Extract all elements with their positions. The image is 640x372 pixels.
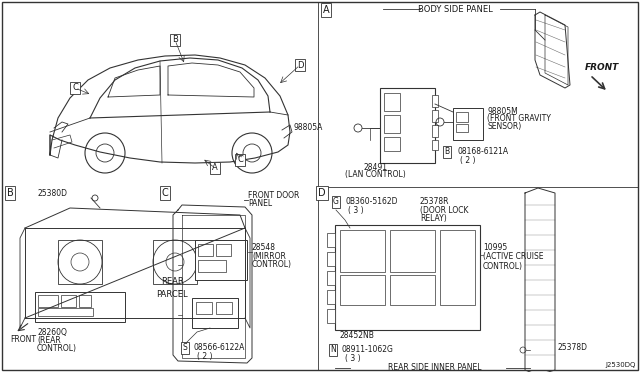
Text: ( 3 ): ( 3 ) [345,355,360,363]
Bar [384,115,400,133]
Text: B: B [6,188,13,198]
Text: C: C [72,83,78,93]
Text: (ACTIVE CRUISE: (ACTIVE CRUISE [483,253,543,262]
Bar [440,230,475,305]
Text: CONTROL): CONTROL) [252,260,292,269]
Text: 28260Q: 28260Q [37,328,67,337]
Text: (REAR: (REAR [37,337,61,346]
Bar [35,292,125,322]
Bar [61,295,76,307]
Text: 08168-6121A: 08168-6121A [457,148,508,157]
Bar [432,110,438,122]
Bar [340,275,385,305]
Bar [456,124,468,132]
Text: 28491: 28491 [363,163,387,171]
Bar [453,108,483,140]
Text: 10995: 10995 [483,244,508,253]
Text: B: B [444,148,449,157]
Text: D: D [318,188,326,198]
Text: RELAY): RELAY) [420,214,447,222]
Text: (LAN CONTROL): (LAN CONTROL) [344,170,405,180]
Text: PANEL: PANEL [248,199,272,208]
Text: G: G [333,198,339,206]
Bar [38,295,58,307]
Text: FRONT: FRONT [10,336,36,344]
Text: C: C [162,188,168,198]
Bar [58,240,102,284]
Text: 25378R: 25378R [420,198,449,206]
Bar [195,240,247,280]
Text: (DOOR LOCK: (DOOR LOCK [420,205,468,215]
Bar [432,140,438,150]
Text: CONTROL): CONTROL) [483,262,523,270]
Text: N: N [330,346,336,355]
Text: B: B [172,35,178,45]
Text: SENSOR): SENSOR) [487,122,521,131]
Text: 98805A: 98805A [294,124,323,132]
Bar [335,225,480,330]
Text: 28548: 28548 [252,244,276,253]
Bar [432,125,438,137]
Text: REAR
PARCEL: REAR PARCEL [156,277,188,299]
Text: J2530DQ: J2530DQ [605,362,636,368]
Text: 25380D: 25380D [38,189,68,199]
Text: 28452NB: 28452NB [340,331,375,340]
Bar [327,252,335,266]
Bar [38,308,93,316]
Bar [380,88,435,163]
Bar [327,309,335,323]
Bar [384,93,400,111]
Text: 08911-1062G: 08911-1062G [342,346,394,355]
Bar [198,260,226,272]
Text: S: S [182,343,188,353]
Bar [390,230,435,272]
Text: FRONT: FRONT [585,64,620,73]
Bar [216,244,231,256]
Text: BODY SIDE PANEL: BODY SIDE PANEL [418,4,492,13]
Text: 0B360-5162D: 0B360-5162D [345,198,397,206]
Text: ( 2 ): ( 2 ) [197,353,212,362]
Text: 25378D: 25378D [558,343,588,353]
Text: D: D [297,61,303,70]
Text: A: A [212,164,218,173]
Bar [327,233,335,247]
Bar [153,240,197,284]
Text: A: A [323,5,330,15]
Bar [192,298,238,328]
Bar [196,302,212,314]
Bar [198,244,213,256]
Text: ( 2 ): ( 2 ) [460,157,476,166]
Text: CONTROL): CONTROL) [37,344,77,353]
Bar [456,112,468,122]
Text: 98805M: 98805M [487,106,518,115]
Text: REAR SIDE INNER PANEL: REAR SIDE INNER PANEL [388,363,481,372]
Text: C: C [237,155,243,164]
Bar [79,295,91,307]
Bar [390,275,435,305]
Bar [327,271,335,285]
Text: FRONT DOOR: FRONT DOOR [248,192,300,201]
Bar [327,290,335,304]
Text: (FRONT GRAVITY: (FRONT GRAVITY [487,115,551,124]
Text: (MIRROR: (MIRROR [252,251,286,260]
Bar [340,230,385,272]
Text: 08566-6122A: 08566-6122A [194,343,245,353]
Bar [216,302,232,314]
Bar [384,137,400,151]
Text: ( 3 ): ( 3 ) [348,206,364,215]
Bar [432,95,438,107]
